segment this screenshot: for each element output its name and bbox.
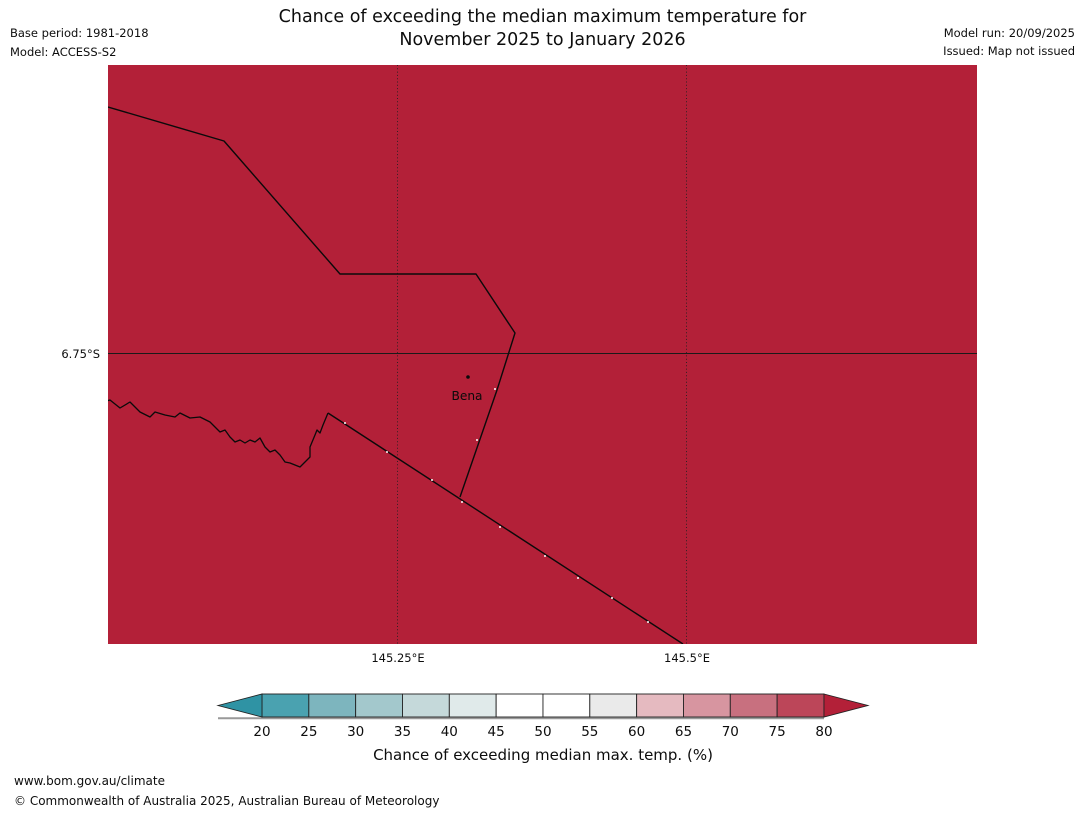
colorbar-caption: Chance of exceeding median max. temp. (%… [373,746,713,764]
colorbar-segment [495,693,544,718]
lon-axis-label-2: 145.5°E [664,651,710,665]
colorbar-segment [776,693,825,718]
model-metadata-left: Base period: 1981-2018 Model: ACCESS-S2 [10,24,149,62]
colorbar-segment [729,693,778,718]
colorbar-segment [589,693,638,718]
colorbar-segment [448,693,497,718]
page-title: Chance of exceeding the median maximum t… [0,6,1085,52]
colorbar-tick-label: 45 [488,724,505,740]
page-title-line1: Chance of exceeding the median maximum t… [278,7,807,27]
colorbar-tick-label: 25 [300,724,317,740]
colorbar-tick-label: 20 [253,724,270,740]
colorbar-tick-label: 65 [675,724,692,740]
colorbar-right-arrow [823,693,870,718]
colorbar-segment [542,693,591,718]
colorbar-tick-label: 40 [441,724,458,740]
diagonal-boundary-line [327,412,684,644]
colorbar-segment [308,693,357,718]
issued-text: Issued: Map not issued [943,44,1075,58]
colorbar-segment [402,693,450,718]
colorbar-tick-label: 75 [769,724,786,740]
river-line [108,399,329,468]
town-marker-dot [466,375,470,379]
colorbar-tick-label: 55 [581,724,598,740]
colorbar-segment [261,693,310,718]
map-canvas: Bena [108,65,977,644]
probability-map: Bena [108,65,977,644]
colorbar-tick-label: 30 [347,724,364,740]
model-metadata-right: Model run: 20/09/2025 Issued: Map not is… [943,24,1075,60]
base-period-text: Base period: 1981-2018 [10,26,149,40]
colorbar-tick-label: 35 [394,724,411,740]
colorbar-left-arrow [216,693,263,718]
colorbar-segment [355,693,403,718]
lon-axis-label-1: 145.25°E [371,651,425,665]
footer-url: www.bom.gov.au/climate [14,774,165,788]
footer-copyright: © Commonwealth of Australia 2025, Austra… [14,794,440,808]
colorbar-tick-label: 80 [815,724,832,740]
colorbar-svg: 20 25 30 35 40 45 50 55 60 65 70 75 80 [216,693,870,740]
colorbar-tick-label: 60 [628,724,645,740]
boundary-dash-marks [344,388,649,623]
colorbar: 20 25 30 35 40 45 50 55 60 65 70 75 80 [208,692,878,742]
model-name-text: Model: ACCESS-S2 [10,45,117,59]
page-title-line2: November 2025 to January 2026 [399,30,686,50]
lat-axis-label: 6.75°S [61,347,100,361]
colorbar-tick-label: 50 [534,724,551,740]
colorbar-segment [636,693,684,718]
model-run-text: Model run: 20/09/2025 [943,26,1075,40]
colorbar-segment [683,693,731,718]
district-boundary-line [108,106,516,498]
colorbar-tick-label: 70 [722,724,739,740]
town-label: Bena [451,389,482,403]
